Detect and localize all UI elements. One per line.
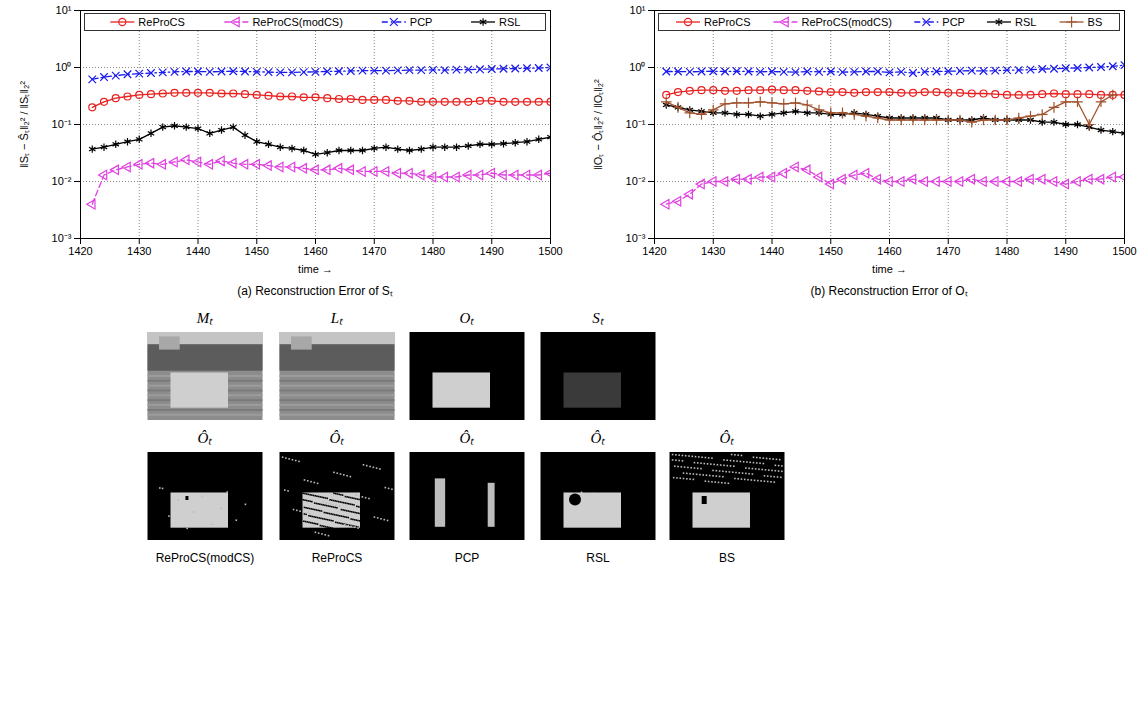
svg-text:Mₜ: Mₜ — [196, 310, 214, 326]
svg-text:10¹: 10¹ — [630, 4, 646, 16]
svg-text:ReProCS(modCS): ReProCS(modCS) — [156, 551, 255, 565]
svg-text:10⁻³: 10⁻³ — [626, 232, 646, 244]
svg-text:10¹: 10¹ — [56, 4, 72, 16]
svg-text:‖Sₜ − Ŝₜ‖₂² / ‖Sₜ‖₂²: ‖Sₜ − Ŝₜ‖₂² / ‖Sₜ‖₂² — [18, 81, 30, 168]
svg-text:10⁻³: 10⁻³ — [52, 232, 72, 244]
svg-text:1500: 1500 — [1112, 245, 1136, 257]
svg-text:1490: 1490 — [1054, 245, 1078, 257]
svg-text:1500: 1500 — [538, 245, 562, 257]
svg-text:ReProCS(modCS): ReProCS(modCS) — [801, 16, 891, 28]
svg-text:10⁻²: 10⁻² — [626, 175, 646, 187]
svg-text:1440: 1440 — [760, 245, 784, 257]
svg-text:time →: time → — [872, 263, 907, 275]
svg-text:ReProCS: ReProCS — [312, 551, 363, 565]
svg-text:Ôₜ: Ôₜ — [591, 430, 607, 446]
svg-text:1480: 1480 — [421, 245, 445, 257]
svg-text:Lₜ: Lₜ — [330, 310, 344, 326]
svg-text:10⁻¹: 10⁻¹ — [626, 118, 646, 130]
html-text:(a) Reconstruction Error of Sₜ: (a) Reconstruction Error of Sₜ — [237, 284, 393, 298]
svg-text:1450: 1450 — [819, 245, 843, 257]
svg-text:1430: 1430 — [701, 245, 725, 257]
svg-text:1450: 1450 — [245, 245, 269, 257]
svg-text:BS: BS — [1088, 16, 1103, 28]
svg-text:RSL: RSL — [586, 551, 610, 565]
svg-text:BS: BS — [719, 551, 735, 565]
svg-text:Sₜ: Sₜ — [592, 310, 605, 326]
svg-text:1430: 1430 — [127, 245, 151, 257]
svg-text:PCP: PCP — [455, 551, 480, 565]
svg-text:PCP: PCP — [410, 16, 433, 28]
svg-text:Ôₜ: Ôₜ — [198, 430, 214, 446]
svg-text:10⁻²: 10⁻² — [52, 175, 72, 187]
svg-text:1490: 1490 — [480, 245, 504, 257]
svg-text:‖Oₜ − Ôₜ‖₂² / ‖Oₜ‖₂²: ‖Oₜ − Ôₜ‖₂² / ‖Oₜ‖₂² — [592, 79, 604, 170]
svg-text:Ôₜ: Ôₜ — [460, 430, 476, 446]
svg-text:10⁰: 10⁰ — [55, 61, 71, 73]
svg-text:1440: 1440 — [186, 245, 210, 257]
svg-text:time →: time → — [298, 263, 333, 275]
svg-text:1460: 1460 — [303, 245, 327, 257]
svg-text:1480: 1480 — [995, 245, 1019, 257]
svg-text:Ôₜ: Ôₜ — [330, 430, 346, 446]
svg-text:1460: 1460 — [877, 245, 901, 257]
svg-text:1420: 1420 — [68, 245, 92, 257]
svg-text:ReProCS: ReProCS — [704, 16, 750, 28]
svg-text:PCP: PCP — [942, 16, 965, 28]
svg-text:10⁻¹: 10⁻¹ — [52, 118, 72, 130]
svg-text:ReProCS(modCS): ReProCS(modCS) — [252, 16, 342, 28]
svg-text:RSL: RSL — [1015, 16, 1036, 28]
svg-text:Ôₜ: Ôₜ — [720, 430, 736, 446]
svg-text:10⁰: 10⁰ — [629, 61, 645, 73]
html-text:(b) Reconstruction Error of Oₜ: (b) Reconstruction Error of Oₜ — [810, 284, 968, 298]
svg-text:RSL: RSL — [499, 16, 520, 28]
svg-text:1470: 1470 — [936, 245, 960, 257]
svg-text:1420: 1420 — [642, 245, 666, 257]
svg-text:1470: 1470 — [362, 245, 386, 257]
svg-text:ReProCS: ReProCS — [138, 16, 184, 28]
svg-text:Oₜ: Oₜ — [460, 310, 476, 326]
